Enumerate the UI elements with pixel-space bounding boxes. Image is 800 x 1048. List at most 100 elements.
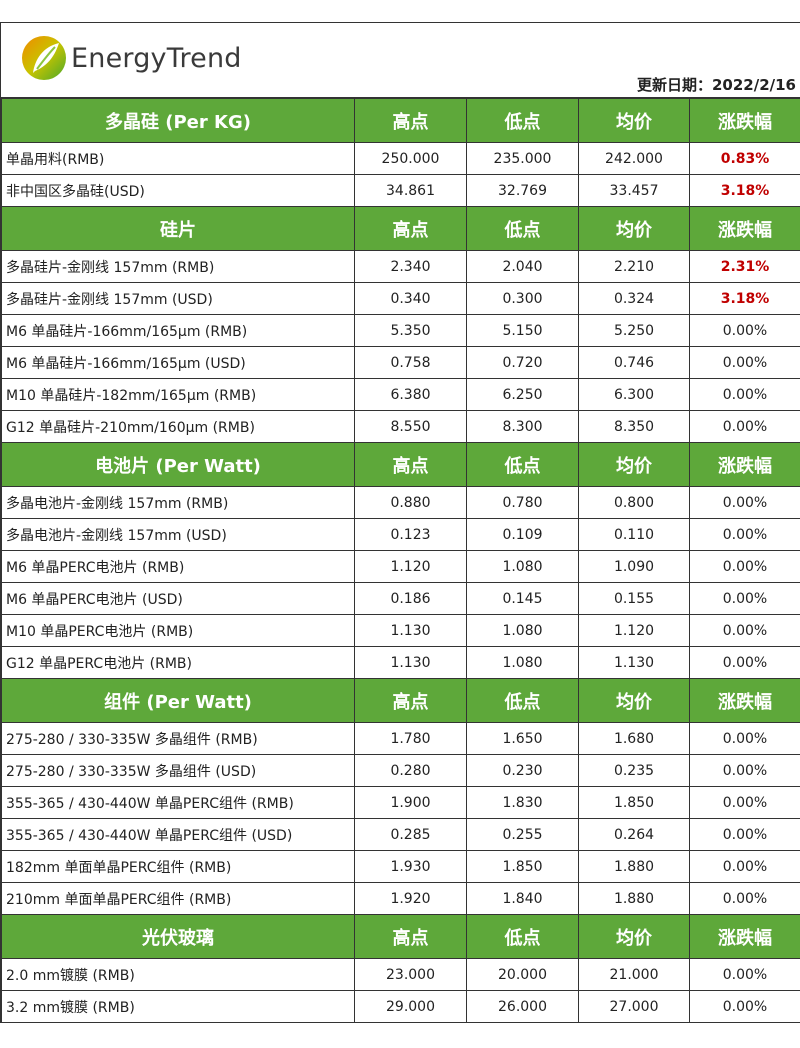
high-price: 2.340 xyxy=(354,250,467,283)
low-price: 235.000 xyxy=(466,142,579,175)
section-title: 硅片 xyxy=(1,206,355,251)
change-percent: 0.00% xyxy=(689,550,800,583)
high-price: 29.000 xyxy=(354,990,467,1023)
product-name: M6 单晶硅片-166mm/165µm (RMB) xyxy=(1,314,355,347)
product-name: M6 单晶硅片-166mm/165µm (USD) xyxy=(1,346,355,379)
column-header: 低点 xyxy=(466,914,579,959)
high-price: 1.900 xyxy=(354,786,467,819)
low-price: 0.720 xyxy=(466,346,579,379)
table-row: 355-365 / 430-440W 单晶PERC组件 (USD) 0.285 0.… xyxy=(1,818,800,851)
low-price: 5.150 xyxy=(466,314,579,347)
high-price: 0.285 xyxy=(354,818,467,851)
avg-price: 1.120 xyxy=(578,614,690,647)
low-price: 1.840 xyxy=(466,882,579,915)
section-header: 电池片 (Per Watt) 高点 低点 均价 涨跌幅 xyxy=(1,442,800,487)
change-percent: 0.00% xyxy=(689,786,800,819)
change-percent: 0.00% xyxy=(689,378,800,411)
low-price: 1.650 xyxy=(466,722,579,755)
high-price: 23.000 xyxy=(354,958,467,991)
change-percent: 0.00% xyxy=(689,958,800,991)
change-percent: 3.18% xyxy=(689,174,800,207)
column-header: 低点 xyxy=(466,442,579,487)
avg-price: 0.746 xyxy=(578,346,690,379)
product-name: 2.0 mm镀膜 (RMB) xyxy=(1,958,355,991)
table-row: 多晶硅片-金刚线 157mm (USD) 0.340 0.300 0.324 3.18% xyxy=(1,282,800,315)
low-price: 0.230 xyxy=(466,754,579,787)
product-name: 355-365 / 430-440W 单晶PERC组件 (RMB) xyxy=(1,786,355,819)
section-title: 多晶硅 (Per KG) xyxy=(1,98,355,143)
product-name: 单晶用料(RMB) xyxy=(1,142,355,175)
product-name: 3.2 mm镀膜 (RMB) xyxy=(1,990,355,1023)
product-name: M6 单晶PERC电池片 (USD) xyxy=(1,582,355,615)
product-name: 182mm 单面单晶PERC组件 (RMB) xyxy=(1,850,355,883)
avg-price: 1.130 xyxy=(578,646,690,679)
table-row: 210mm 单面单晶PERC组件 (RMB) 1.920 1.840 1.880 0.0… xyxy=(1,882,800,915)
change-percent: 0.00% xyxy=(689,582,800,615)
table-row: 182mm 单面单晶PERC组件 (RMB) 1.930 1.850 1.880 0.0… xyxy=(1,850,800,883)
column-header: 高点 xyxy=(354,206,467,251)
high-price: 0.186 xyxy=(354,582,467,615)
section-header: 光伏玻璃 高点 低点 均价 涨跌幅 xyxy=(1,914,800,959)
section-title: 电池片 (Per Watt) xyxy=(1,442,355,487)
column-header: 涨跌幅 xyxy=(689,914,800,959)
table-row: M10 单晶硅片-182mm/165µm (RMB) 6.380 6.250 6.30… xyxy=(1,378,800,411)
low-price: 20.000 xyxy=(466,958,579,991)
change-percent: 0.83% xyxy=(689,142,800,175)
table-row: 275-280 / 330-335W 多晶组件 (RMB) 1.780 1.650 1… xyxy=(1,722,800,755)
leaf-logo-icon xyxy=(22,36,66,80)
section-title: 光伏玻璃 xyxy=(1,914,355,959)
table-row: 多晶电池片-金刚线 157mm (USD) 0.123 0.109 0.110 0.00… xyxy=(1,518,800,551)
low-price: 2.040 xyxy=(466,250,579,283)
change-percent: 0.00% xyxy=(689,882,800,915)
table-row: M10 单晶PERC电池片 (RMB) 1.130 1.080 1.120 0.00% xyxy=(1,614,800,647)
avg-price: 242.000 xyxy=(578,142,690,175)
low-price: 1.080 xyxy=(466,614,579,647)
column-header: 涨跌幅 xyxy=(689,206,800,251)
change-percent: 0.00% xyxy=(689,346,800,379)
change-percent: 0.00% xyxy=(689,314,800,347)
avg-price: 21.000 xyxy=(578,958,690,991)
change-percent: 0.00% xyxy=(689,518,800,551)
column-header: 低点 xyxy=(466,98,579,143)
change-percent: 0.00% xyxy=(689,850,800,883)
column-header: 涨跌幅 xyxy=(689,678,800,723)
avg-price: 8.350 xyxy=(578,410,690,443)
avg-price: 0.324 xyxy=(578,282,690,315)
product-name: M10 单晶硅片-182mm/165µm (RMB) xyxy=(1,378,355,411)
column-header: 均价 xyxy=(578,206,690,251)
section-title: 组件 (Per Watt) xyxy=(1,678,355,723)
column-header: 低点 xyxy=(466,206,579,251)
update-date: 更新日期：2022/2/16 xyxy=(636,76,796,94)
column-header: 均价 xyxy=(578,98,690,143)
high-price: 34.861 xyxy=(354,174,467,207)
avg-price: 2.210 xyxy=(578,250,690,283)
product-name: 多晶电池片-金刚线 157mm (USD) xyxy=(1,518,355,551)
table-row: 多晶硅片-金刚线 157mm (RMB) 2.340 2.040 2.210 2.31% xyxy=(1,250,800,283)
low-price: 32.769 xyxy=(466,174,579,207)
low-price: 0.255 xyxy=(466,818,579,851)
product-name: 非中国区多晶硅(USD) xyxy=(1,174,355,207)
table-row: 2.0 mm镀膜 (RMB) 23.000 20.000 21.000 0.00% xyxy=(1,958,800,991)
low-price: 0.300 xyxy=(466,282,579,315)
low-price: 0.145 xyxy=(466,582,579,615)
avg-price: 1.090 xyxy=(578,550,690,583)
change-percent: 0.00% xyxy=(689,722,800,755)
low-price: 0.780 xyxy=(466,486,579,519)
product-name: 275-280 / 330-335W 多晶组件 (USD) xyxy=(1,754,355,787)
avg-price: 33.457 xyxy=(578,174,690,207)
column-header: 高点 xyxy=(354,678,467,723)
column-header: 均价 xyxy=(578,678,690,723)
low-price: 1.830 xyxy=(466,786,579,819)
avg-price: 6.300 xyxy=(578,378,690,411)
high-price: 0.758 xyxy=(354,346,467,379)
low-price: 8.300 xyxy=(466,410,579,443)
column-header: 高点 xyxy=(354,442,467,487)
high-price: 1.130 xyxy=(354,614,467,647)
change-percent: 2.31% xyxy=(689,250,800,283)
column-header: 均价 xyxy=(578,442,690,487)
product-name: 355-365 / 430-440W 单晶PERC组件 (USD) xyxy=(1,818,355,851)
high-price: 250.000 xyxy=(354,142,467,175)
product-name: G12 单晶硅片-210mm/160µm (RMB) xyxy=(1,410,355,443)
avg-price: 27.000 xyxy=(578,990,690,1023)
column-header: 涨跌幅 xyxy=(689,98,800,143)
